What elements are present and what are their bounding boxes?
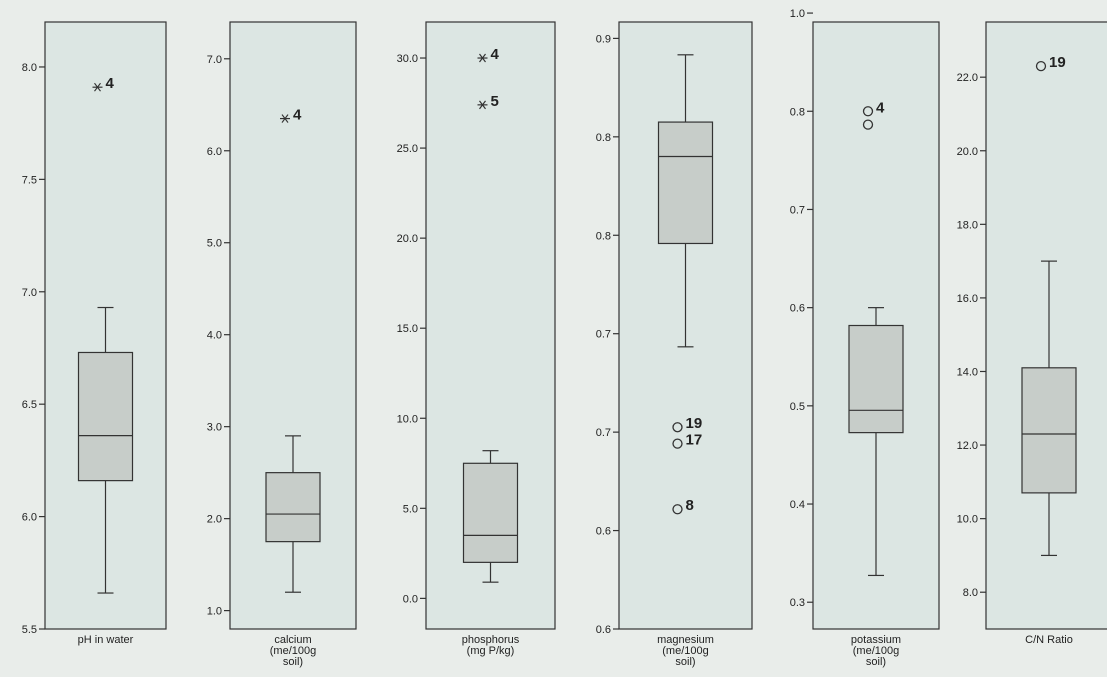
iqr-box <box>462 462 519 563</box>
y-tick-label: 0.8 <box>790 106 805 118</box>
extreme-star-marker <box>477 100 488 110</box>
iqr-box <box>1021 367 1077 494</box>
y-tick-label: 10.0 <box>957 514 978 526</box>
y-tick-label: 7.0 <box>207 54 222 66</box>
y-tick-label: 20.0 <box>957 146 978 158</box>
outlier-circle-marker <box>672 422 683 433</box>
y-tick-label: 16.0 <box>957 293 978 305</box>
y-tick-label: 0.3 <box>790 597 805 609</box>
boxplot-panel: 0.3 0.4 0.5 0.6 0.7 0.8 1.0 4 potassium(me/100gs… <box>790 8 940 668</box>
boxplot-panel: 1.0 2.0 3.0 4.0 5.0 6.0 7.0 4 calcium(me/100gsoi… <box>207 21 357 668</box>
outlier-circle-marker <box>862 106 874 117</box>
boxplot-panel: 0.0 5.0 10.0 15.0 20.0 25.0 30.0 4 5 phosphorus(m… <box>397 21 556 657</box>
x-axis-title-line: phosphorus <box>462 634 520 646</box>
extreme-star-marker <box>280 114 290 123</box>
y-tick-label: 0.5 <box>790 401 805 413</box>
y-tick-label: 5.0 <box>403 503 418 515</box>
y-tick-label: 8.0 <box>22 62 37 74</box>
y-tick-label: 0.8 <box>596 230 611 242</box>
outlier-label: 17 <box>686 432 703 449</box>
outlier-circle-marker <box>672 504 683 515</box>
extreme-star-marker <box>92 82 103 92</box>
x-axis-title-line: pH in water <box>78 634 134 646</box>
x-axis-title-line: calcium <box>274 634 311 646</box>
y-tick-label: 25.0 <box>397 143 418 155</box>
y-tick-label: 6.0 <box>22 512 37 524</box>
iqr-box <box>265 472 321 543</box>
x-axis-title-line: magnesium <box>657 634 714 646</box>
y-tick-label: 18.0 <box>957 219 978 231</box>
y-tick-label: 8.0 <box>963 587 978 599</box>
y-tick-label: 30.0 <box>397 53 418 65</box>
y-tick-label: 6.0 <box>207 146 222 158</box>
outlier-label: 8 <box>686 497 694 514</box>
x-axis-title-line: (me/100g <box>662 645 708 657</box>
outlier-label: 4 <box>106 75 115 92</box>
y-tick-label: 22.0 <box>957 72 978 84</box>
y-tick-label: 0.7 <box>790 204 805 216</box>
boxplot-panel: 5.5 6.0 6.5 7.0 7.5 8.0 4 pH in water <box>22 21 167 646</box>
iqr-box <box>657 121 714 245</box>
outlier-circle-marker <box>672 438 683 449</box>
y-tick-label: 5.5 <box>22 624 37 636</box>
y-tick-label: 5.0 <box>207 238 222 250</box>
y-tick-label: 12.0 <box>957 440 978 452</box>
panel-frame <box>985 21 1107 630</box>
x-axis-title-line: potassium <box>851 634 901 646</box>
y-tick-label: 15.0 <box>397 323 418 335</box>
outlier-circle-marker <box>862 119 874 130</box>
iqr-box <box>77 351 134 482</box>
y-tick-label: 0.6 <box>596 526 611 538</box>
x-axis-title-line: (me/100g <box>270 645 316 657</box>
iqr-box <box>848 324 904 434</box>
y-tick-label: 0.0 <box>403 593 418 605</box>
outlier-label: 19 <box>686 415 703 432</box>
y-tick-label: 2.0 <box>207 514 222 526</box>
y-tick-label: 1.0 <box>207 606 222 618</box>
y-tick-label: 3.0 <box>207 422 222 434</box>
y-tick-label: 0.9 <box>596 33 611 45</box>
outlier-circle-marker <box>1035 60 1047 72</box>
extreme-star-marker <box>477 53 488 63</box>
y-tick-label: 0.8 <box>596 132 611 144</box>
outlier-label: 5 <box>491 93 499 110</box>
boxplot-panels: 5.5 6.0 6.5 7.0 7.5 8.0 4 pH in water 1.0 2.0 3.0 4… <box>22 8 1107 668</box>
y-tick-label: 1.0 <box>790 8 805 20</box>
y-tick-label: 6.5 <box>22 399 37 411</box>
outlier-label: 4 <box>491 46 500 63</box>
x-axis-title-line: C/N Ratio <box>1025 634 1073 646</box>
y-tick-label: 10.0 <box>397 413 418 425</box>
x-axis-title-line: soil) <box>866 656 886 668</box>
y-tick-label: 20.0 <box>397 233 418 245</box>
boxplot-panel: 8.0 10.0 12.0 14.0 16.0 18.0 20.0 22.0 19 C/N Rat… <box>957 21 1107 646</box>
y-tick-label: 0.6 <box>596 624 611 636</box>
x-axis-title-line: (mg P/kg) <box>467 645 515 657</box>
y-tick-label: 7.0 <box>22 287 37 299</box>
y-tick-label: 0.7 <box>596 427 611 439</box>
y-tick-label: 0.6 <box>790 303 805 315</box>
outlier-label: 19 <box>1049 54 1066 71</box>
x-axis-title-line: soil) <box>675 656 695 668</box>
x-axis-title-line: soil) <box>283 656 303 668</box>
y-tick-label: 0.4 <box>790 499 805 511</box>
x-axis-title-line: (me/100g <box>853 645 899 657</box>
outlier-label: 4 <box>876 99 885 116</box>
outlier-label: 4 <box>293 107 302 124</box>
y-tick-label: 0.7 <box>596 329 611 341</box>
y-tick-label: 4.0 <box>207 330 222 342</box>
y-tick-label: 7.5 <box>22 174 37 186</box>
y-tick-label: 14.0 <box>957 366 978 378</box>
